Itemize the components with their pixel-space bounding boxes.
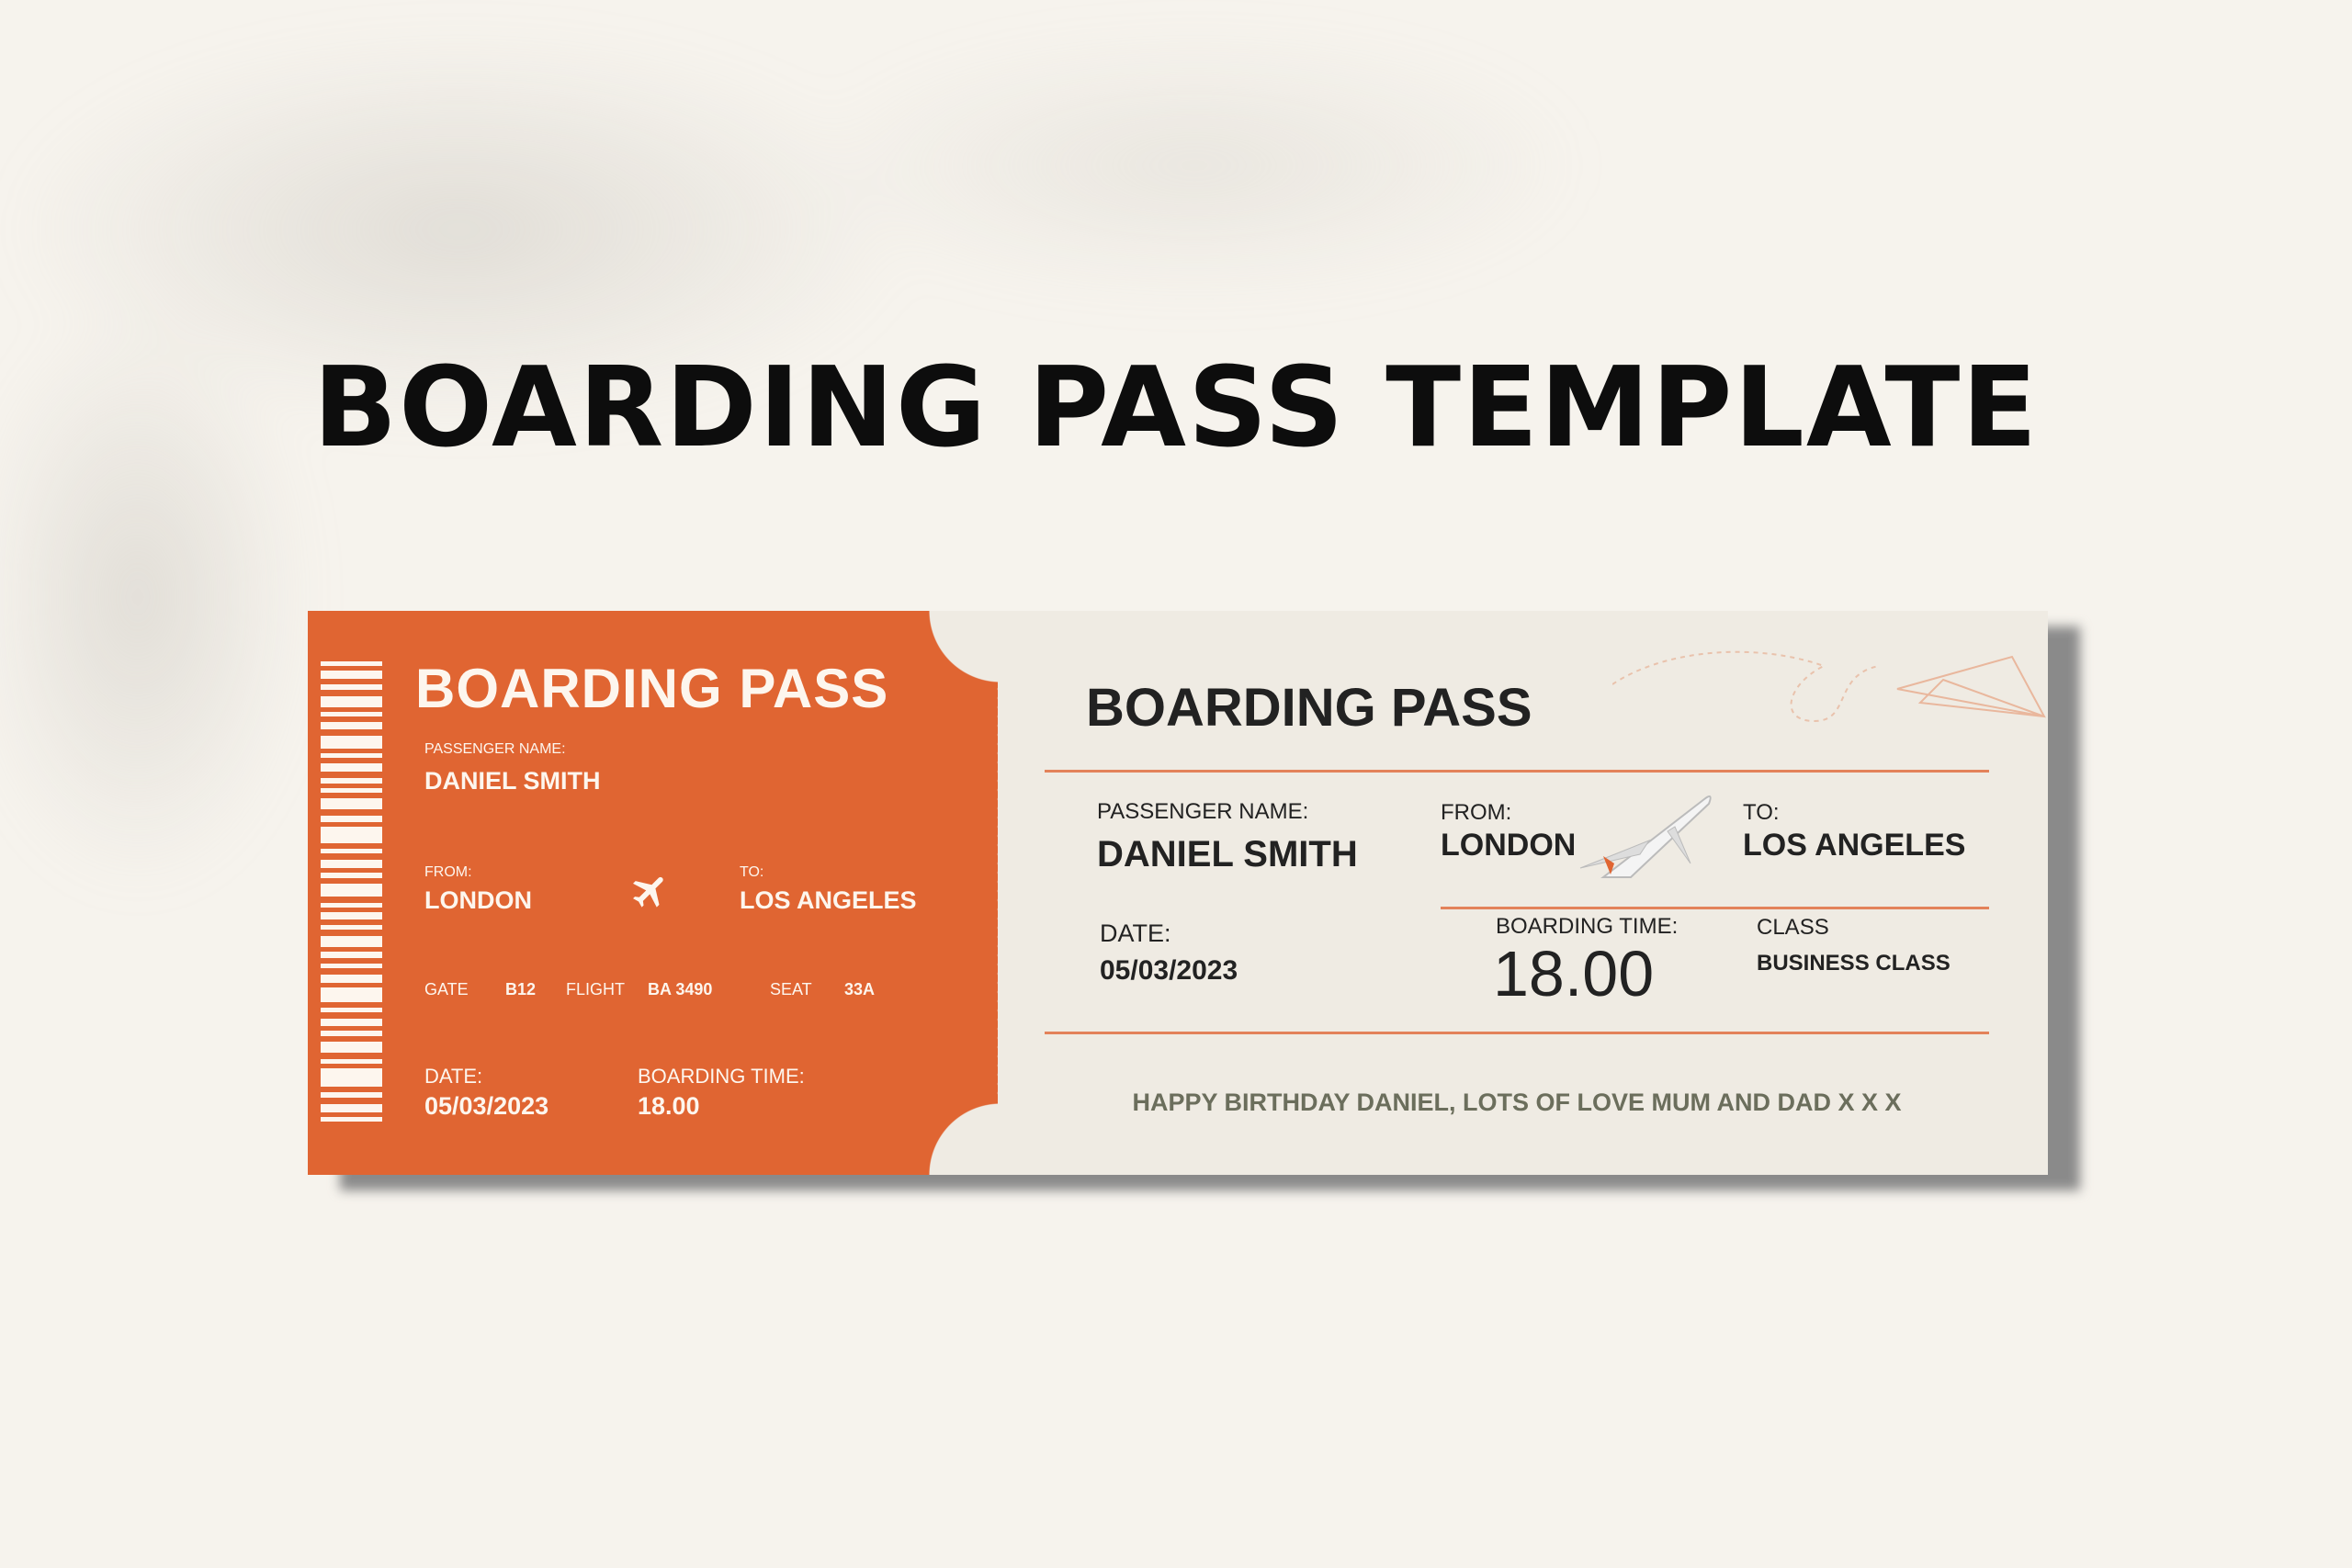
barcode-bar (321, 798, 382, 809)
stub-date: 05/03/2023 (424, 1092, 549, 1120)
barcode-bar (321, 964, 382, 968)
stub-from-label: FROM: (424, 864, 472, 880)
barcode-bar (321, 936, 382, 947)
boarding-pass-ticket: BOARDING PASS PASSENGER NAME: DANIEL SMI… (308, 611, 2048, 1175)
stub-passenger: DANIEL SMITH (424, 767, 601, 795)
barcode-bar (321, 763, 382, 772)
barcode-bar (321, 1031, 382, 1036)
stub-flight-label: FLIGHT (566, 980, 626, 998)
main-heading: BOARDING PASS (1086, 678, 1532, 738)
stub-seat-label: SEAT (770, 980, 812, 998)
barcode-bar (321, 827, 382, 843)
from-city: LONDON (1441, 828, 1577, 863)
barcode-bar (321, 860, 382, 868)
stub-from: LONDON (424, 886, 532, 914)
stub-heading: BOARDING PASS (415, 658, 889, 719)
barcode-bar (321, 1019, 382, 1026)
stub-seat: 33A (844, 980, 876, 998)
barcode-bar (321, 684, 382, 690)
stub-to: LOS ANGELES (740, 886, 917, 914)
from-label: FROM: (1441, 800, 1512, 825)
barcode-bar (321, 778, 382, 784)
date-label: DATE: (1100, 919, 1171, 947)
class-value: BUSINESS CLASS (1757, 951, 1951, 976)
barcode-bar (321, 1104, 382, 1112)
passenger-name: DANIEL SMITH (1097, 834, 1358, 874)
barcode-bar (321, 696, 382, 707)
barcode-bar (321, 912, 382, 919)
passenger-label: PASSENGER NAME: (1097, 799, 1309, 824)
stub-passenger-label: PASSENGER NAME: (424, 741, 566, 757)
divider (1441, 907, 1989, 909)
barcode-bar (321, 873, 382, 878)
airplane-illustration-icon (1579, 795, 1712, 878)
airplane-icon (633, 876, 663, 908)
barcode-bar (321, 753, 382, 758)
barcode-bar (321, 1059, 382, 1064)
stub-time-label: BOARDING TIME: (638, 1065, 805, 1088)
barcode-bar (321, 987, 382, 1002)
barcode-bar (321, 1042, 382, 1053)
stub-gate-label: GATE (424, 980, 469, 998)
barcode-bar (321, 712, 382, 716)
barcode-bar (321, 736, 382, 749)
stub-gate: B12 (505, 980, 537, 998)
date-value: 05/03/2023 (1100, 955, 1238, 986)
barcode-bar (321, 1117, 382, 1122)
barcode-bar (321, 1068, 382, 1087)
barcode-bar (321, 884, 382, 897)
barcode-bar (321, 849, 382, 853)
paper-plane-icon (1612, 650, 2046, 723)
to-label: TO: (1743, 800, 1780, 825)
boarding-time-value: 18.00 (1493, 938, 1655, 1010)
class-label: CLASS (1757, 915, 1829, 940)
barcode-bar (321, 1008, 382, 1012)
divider (1045, 770, 1989, 773)
boarding-time-label: BOARDING TIME: (1496, 914, 1679, 939)
barcode-bar (321, 925, 382, 930)
barcode-bar (321, 671, 382, 679)
barcode-bar (321, 975, 382, 983)
divider (1045, 1032, 1989, 1034)
stub-flight: BA 3490 (648, 980, 713, 998)
barcode-bar (321, 661, 382, 666)
to-city: LOS ANGELES (1743, 828, 1966, 863)
barcode-bar (321, 952, 382, 958)
page-title: BOARDING PASS TEMPLATE (312, 344, 2040, 472)
stub-date-label: DATE: (424, 1065, 483, 1088)
barcode-bar (321, 1092, 382, 1098)
stub-to-label: TO: (740, 864, 764, 880)
stub-time: 18.00 (638, 1092, 700, 1120)
perforation-edge (994, 684, 1003, 1101)
ticket-stub: BOARDING PASS PASSENGER NAME: DANIEL SMI… (308, 611, 998, 1175)
barcode-bar (321, 788, 382, 793)
barcode-bar (321, 722, 382, 729)
message: HAPPY BIRTHDAY DANIEL, LOTS OF LOVE MUM … (1132, 1089, 1902, 1116)
barcode-bar (321, 816, 382, 822)
barcode-bar (321, 903, 382, 908)
